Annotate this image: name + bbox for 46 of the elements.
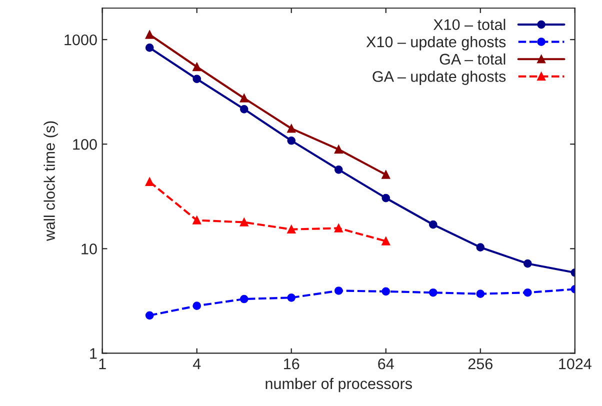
point [192,62,202,72]
point [192,74,202,84]
x-tick-label: 64 [378,358,394,370]
point [428,288,438,297]
point [382,287,390,296]
y-tick-label: 10 [82,244,97,254]
point [287,225,296,234]
y-tick-label: 1000 [64,34,97,46]
point [382,194,390,202]
point [192,216,202,224]
x-axis-title: number of processors [266,378,412,392]
point [240,105,248,114]
y-tick-label: 1 [90,348,97,359]
point [334,286,343,295]
legend-label: GA – total [440,53,506,65]
legend-label: GA – update ghosts [372,70,506,85]
x-tick-label: 1 [99,358,106,370]
x-tick-label: 1024 [559,358,592,370]
point [145,311,154,320]
point [382,236,390,246]
y-axis-title: wall clock time (s) [44,121,58,241]
point [476,290,485,298]
legend-label: X10 – update ghosts [366,36,506,50]
point [334,224,343,232]
x-tick-label: 4 [192,358,201,370]
point [287,124,296,133]
point [523,288,532,297]
point [428,220,438,229]
point [382,170,390,179]
point [523,259,532,268]
point [240,218,248,226]
point [240,294,248,304]
point [145,178,154,186]
x-tick-label: 16 [284,358,300,370]
point [240,94,248,102]
point [287,136,296,145]
point [287,293,296,302]
y-tick-label: 100 [73,139,97,150]
point [145,44,154,52]
point [334,145,343,154]
point [192,302,202,310]
x-tick-label: 256 [468,358,492,370]
legend-label: X10 – total [433,18,506,30]
point [476,243,485,252]
point [145,30,154,39]
point [334,165,343,174]
